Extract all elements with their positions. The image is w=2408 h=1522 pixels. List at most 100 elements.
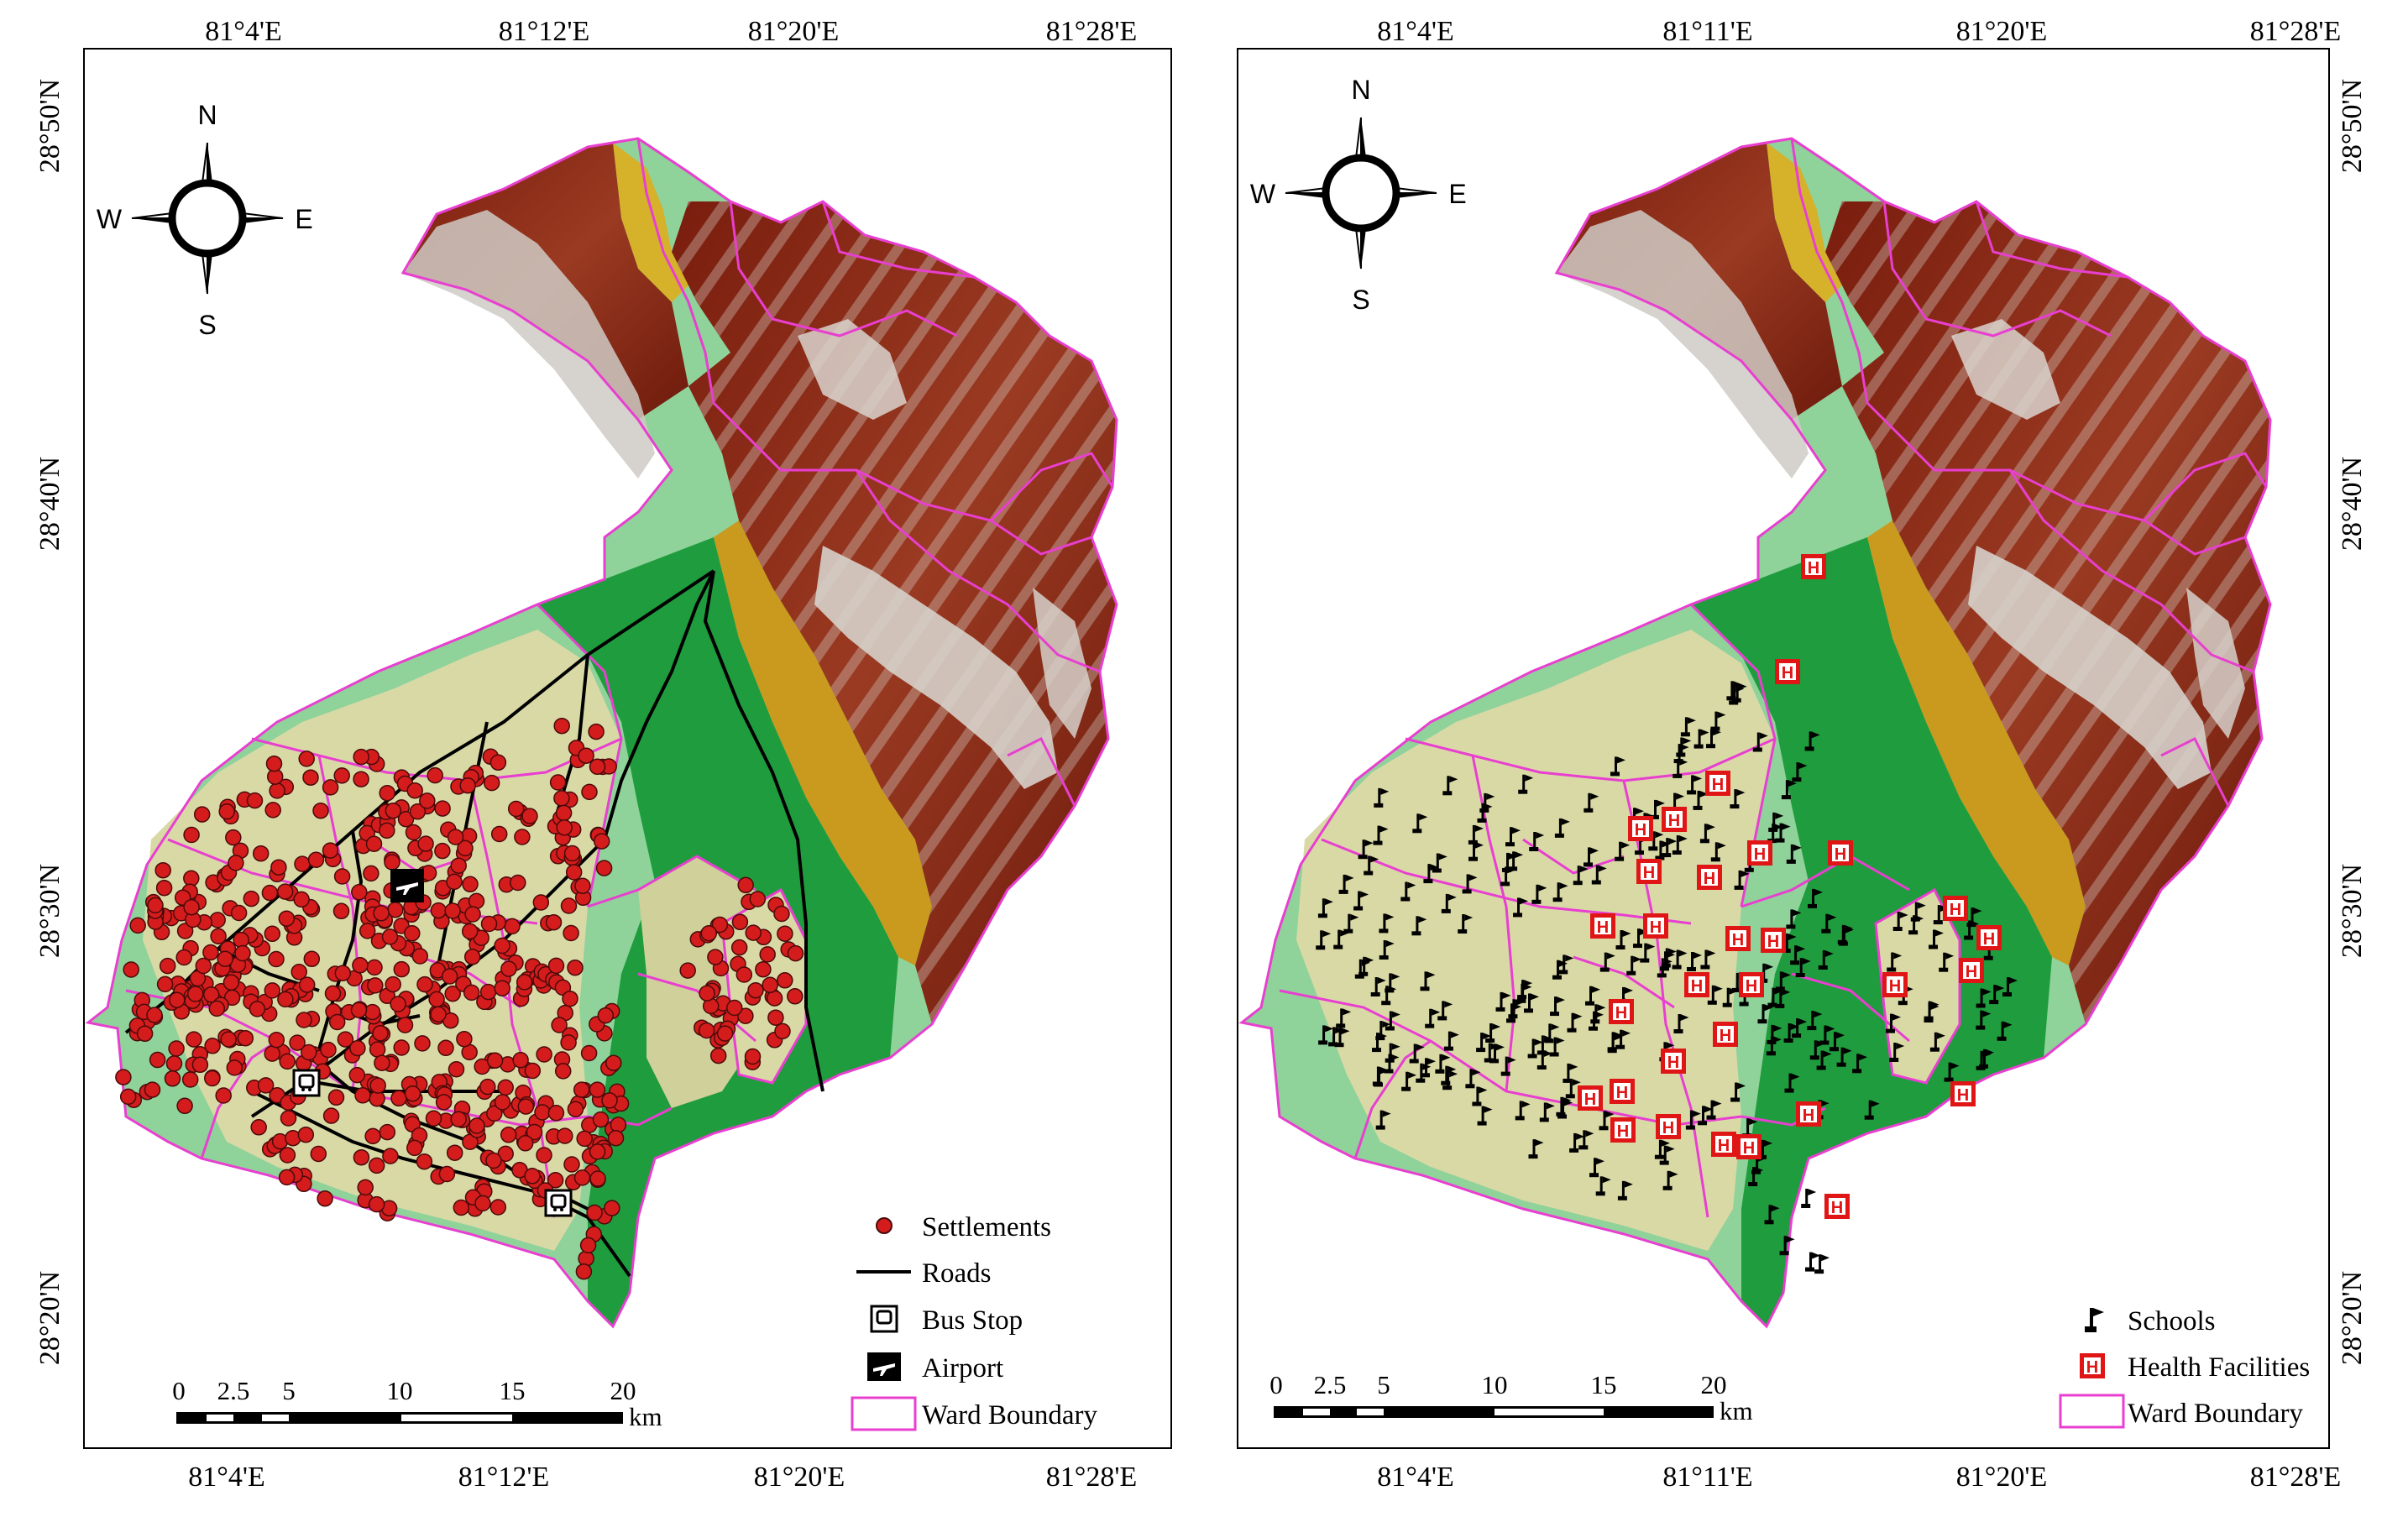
svg-text:H: H: [1966, 963, 1977, 981]
settlement-dot: [716, 1025, 734, 1042]
settlement-dot: [243, 890, 260, 907]
settlement-dot: [354, 1087, 371, 1104]
school-flag-icon: [1790, 945, 1806, 965]
settlement-dot: [249, 1001, 266, 1017]
settlement-dot: [480, 915, 498, 933]
lat-label: 28°40'N: [2337, 457, 2368, 551]
settlement-dot: [333, 868, 351, 885]
settlement-dot: [372, 1025, 389, 1042]
health-facility-icon: H: [1610, 1079, 1635, 1104]
school-flag-icon: [1730, 1082, 1746, 1102]
school-flag-icon: [1435, 1054, 1451, 1074]
settlement-dot: [353, 771, 369, 787]
settlement-dot: [589, 1170, 606, 1187]
settlement-dot: [136, 1025, 154, 1043]
settlement-dot: [359, 923, 376, 939]
settlement-dot: [497, 1079, 514, 1096]
settlement-dot: [279, 1053, 296, 1070]
school-flag-icon: [1412, 813, 1428, 834]
school-flag-icon: [1381, 986, 1397, 1006]
settlement-dot: [164, 1070, 181, 1087]
settlement-dot: [350, 1002, 368, 1018]
svg-text:H: H: [1835, 845, 1846, 864]
health-facility-icon: H: [1705, 771, 1730, 796]
settlement-dot: [593, 833, 610, 850]
settlement-dot: [516, 1135, 534, 1152]
settlement-dot: [222, 974, 240, 991]
school-flag-icon: [1500, 1056, 1516, 1076]
settlement-dot: [747, 981, 764, 999]
settlement-dot: [731, 913, 749, 931]
settlement-dot: [351, 884, 368, 901]
health-facility-icon: H: [1578, 1085, 1603, 1111]
school-flag-icon: [1590, 1004, 1606, 1024]
settlement-dot: [269, 782, 285, 799]
settlement-dot: [447, 829, 464, 845]
school-flag-icon: [1610, 756, 1625, 777]
school-flag-icon: [1318, 1025, 1334, 1045]
settlement-dot: [567, 1101, 584, 1117]
school-flag-icon: [1375, 1110, 1391, 1130]
terrain-relief: [1238, 137, 2272, 1329]
scale-tick: 0: [1269, 1370, 1283, 1399]
lat-label: 28°20'N: [2337, 1271, 2368, 1365]
school-flag-icon: [1687, 952, 1702, 971]
settlement-dot-icon: [876, 1217, 893, 1234]
school-flag-icon: [1374, 787, 1390, 808]
school-flag-icon: [1939, 952, 1955, 972]
bottom-lon-label: 81°12'E: [458, 1462, 550, 1493]
compass-north-label: N: [197, 100, 217, 130]
settlement-dot: [597, 1007, 615, 1024]
settlement-dot: [233, 931, 249, 949]
settlement-dot: [404, 925, 421, 942]
settlement-dot: [364, 1127, 381, 1145]
settlement-dot: [461, 923, 479, 940]
school-flag-icon: [1685, 1110, 1701, 1130]
settlement-dot: [573, 1081, 590, 1098]
school-flag-icon: [1650, 799, 1665, 819]
legend: Schools H Health Facilities Ward Boundar…: [2059, 1306, 2310, 1429]
svg-text:H: H: [1732, 931, 1744, 949]
school-flag-icon: [1443, 1031, 1459, 1051]
settlement-dot: [217, 950, 233, 967]
settlement-dot: [737, 876, 754, 894]
settlement-dot: [504, 918, 521, 935]
health-facility-icon: H: [1610, 1117, 1636, 1143]
settlement-dot: [393, 1039, 410, 1056]
health-facility-icon: H: [1824, 1194, 1850, 1219]
settlement-dot: [586, 1204, 603, 1221]
settlement-dot: [787, 944, 804, 962]
settlement-dot: [474, 1195, 491, 1212]
school-flag-icon: [1343, 913, 1359, 934]
school-flag-icon: [1599, 1111, 1615, 1131]
settlement-dot: [553, 717, 570, 735]
legend-label: Bus Stop: [922, 1305, 1023, 1336]
settlement-points: [115, 717, 804, 1280]
settlement-dot: [264, 1045, 280, 1062]
school-flag-icon: [1752, 732, 1768, 752]
settlement-dot: [234, 944, 251, 962]
settlement-dot: [536, 1046, 552, 1063]
school-flag-icon: [1698, 1106, 1713, 1126]
svg-text:H: H: [1782, 664, 1793, 683]
svg-text:H: H: [1831, 1199, 1843, 1217]
settlement-dot: [374, 1054, 390, 1071]
settlement-dot: [307, 851, 325, 868]
settlement-dot: [404, 1085, 421, 1102]
school-flag-icon: [1792, 762, 1808, 782]
school-flag-icon: [1400, 881, 1416, 902]
school-flag-icon: [1421, 1058, 1436, 1078]
settlement-dot: [444, 902, 461, 919]
school-flag-icon: [1573, 866, 1589, 886]
scale-tick: 10: [1482, 1370, 1508, 1399]
settlement-dot: [759, 946, 776, 963]
settlement-dot: [156, 975, 174, 993]
settlement-dot: [560, 897, 578, 914]
settlement-dot: [526, 1123, 543, 1141]
compass-north-label: N: [1351, 75, 1370, 105]
svg-text:H: H: [1746, 977, 1757, 996]
bottom-lon-label: 81°20'E: [1956, 1462, 2048, 1493]
settlement-dot: [257, 1077, 275, 1094]
settlement-dot: [485, 1152, 502, 1169]
health-facility-icon: H: [2080, 1353, 2105, 1378]
